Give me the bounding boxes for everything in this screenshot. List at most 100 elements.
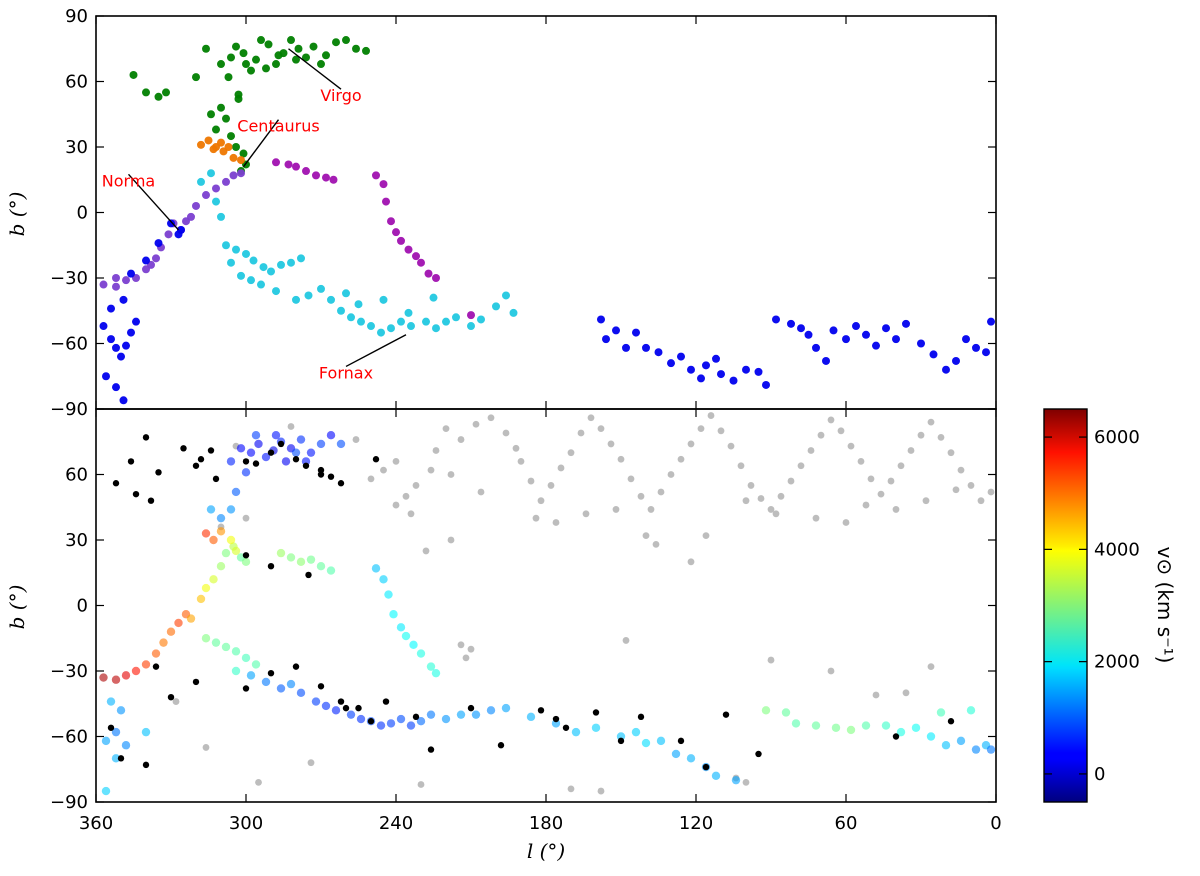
top-point-virgo-40 (234, 94, 243, 103)
top-point-norma-13 (202, 191, 210, 200)
black-point-9 (252, 460, 260, 467)
velocity-point-82 (386, 719, 396, 728)
colorbar-ticks: 0 2000 4000 6000 (1044, 427, 1140, 785)
velocity-point-89 (471, 710, 481, 719)
gray-point-48 (867, 475, 875, 483)
top-point-virgo-16 (294, 44, 303, 53)
top-point-purple-12 (397, 236, 405, 245)
top-point-fornax-7 (249, 256, 258, 265)
black-point-45 (722, 711, 730, 718)
gray-point-99 (447, 536, 455, 544)
top-point-virgo-28 (292, 55, 300, 64)
top-point-centaurus-6 (237, 156, 245, 165)
top-point-purple-18 (467, 311, 475, 320)
top-point-fornax-1 (207, 169, 215, 178)
top-point-blue-39 (822, 356, 830, 365)
black-point-6 (207, 447, 215, 454)
top-point-blue-3 (117, 352, 125, 361)
bottom-xtick-label: 120 (679, 813, 713, 834)
black-point-24 (192, 678, 200, 686)
velocity-point-71 (261, 677, 271, 687)
bottom-y-axis-label: b (°) (5, 585, 29, 630)
top-ytick-label: 30 (65, 137, 88, 158)
velocity-point-117 (956, 736, 966, 746)
top-point-blue-28 (702, 361, 710, 370)
top-point-fornax-36 (492, 302, 500, 311)
black-point-36 (497, 742, 505, 749)
top-point-virgo-20 (322, 51, 330, 60)
top-point-blue-54 (982, 348, 990, 357)
gray-point-29 (677, 455, 685, 463)
black-point-34 (427, 746, 435, 753)
top-point-norma-0 (99, 280, 108, 289)
black-point-18 (112, 480, 120, 487)
gray-point-23 (617, 455, 625, 463)
top-point-blue-35 (787, 319, 795, 328)
velocity-point-55 (384, 590, 393, 599)
top-point-virgo-3 (162, 88, 170, 97)
top-point-blue-51 (952, 356, 960, 365)
gray-point-61 (392, 501, 400, 509)
top-point-fornax-41 (429, 293, 438, 302)
top-point-centaurus-1 (204, 136, 213, 145)
top-point-blue-23 (654, 348, 663, 357)
top-point-blue-56 (119, 396, 128, 405)
black-point-44 (702, 763, 710, 771)
black-point-29 (337, 698, 345, 705)
gray-point-52 (907, 447, 915, 454)
top-point-fornax-33 (452, 313, 460, 322)
black-point-25 (242, 685, 250, 692)
gray-point-25 (637, 492, 645, 500)
black-point-3 (180, 445, 187, 452)
black-point-37 (537, 707, 545, 714)
velocity-point-88 (456, 710, 466, 719)
velocity-point-107 (791, 719, 801, 728)
annotation-label-centaurus: Centaurus (237, 117, 319, 136)
velocity-point-126 (111, 727, 121, 737)
bottom-xtick-label: 0 (990, 813, 1001, 834)
gray-point-9 (472, 420, 480, 428)
black-point-5 (197, 456, 205, 463)
top-point-norma-16 (229, 171, 238, 180)
top-point-fornax-39 (379, 295, 388, 304)
bottom-black-points (107, 434, 955, 771)
velocity-point-112 (881, 721, 891, 730)
black-point-23 (167, 694, 175, 701)
gray-point-82 (457, 641, 465, 649)
gray-point-104 (742, 778, 750, 786)
top-point-blue-2 (112, 343, 120, 352)
velocity-point-60 (416, 649, 426, 658)
top-point-norma-7 (164, 230, 173, 239)
gray-point-37 (757, 495, 765, 502)
gray-point-33 (717, 427, 725, 435)
gray-point-5 (427, 466, 435, 474)
top-ytick-label: 90 (65, 6, 88, 27)
top-point-virgo-0 (129, 70, 138, 79)
top-ytick-label: −90 (50, 399, 88, 420)
top-point-blue-53 (972, 343, 980, 352)
gray-point-10 (487, 414, 495, 422)
velocity-point-45 (271, 431, 281, 440)
gray-point-43 (817, 431, 825, 439)
black-point-12 (292, 456, 300, 463)
gray-point-84 (622, 637, 630, 644)
top-point-virgo-32 (207, 110, 215, 119)
gray-point-28 (667, 471, 675, 478)
velocity-point-72 (276, 684, 286, 693)
top-point-purple-10 (387, 217, 395, 226)
top-point-fornax-10 (277, 260, 285, 269)
velocity-point-123 (106, 697, 116, 706)
gray-point-46 (847, 442, 855, 450)
top-point-virgo-15 (287, 36, 295, 45)
bottom-ytick-label: 30 (65, 530, 88, 551)
top-point-fornax-4 (222, 241, 230, 250)
velocity-point-91 (501, 703, 511, 713)
black-point-16 (337, 480, 345, 487)
top-point-blue-8 (119, 295, 128, 304)
velocity-point-74 (296, 688, 306, 698)
black-point-13 (302, 462, 310, 469)
gray-point-2 (392, 458, 400, 465)
top-point-fornax-22 (337, 306, 345, 315)
gray-point-79 (922, 497, 930, 505)
gray-point-94 (567, 785, 575, 793)
